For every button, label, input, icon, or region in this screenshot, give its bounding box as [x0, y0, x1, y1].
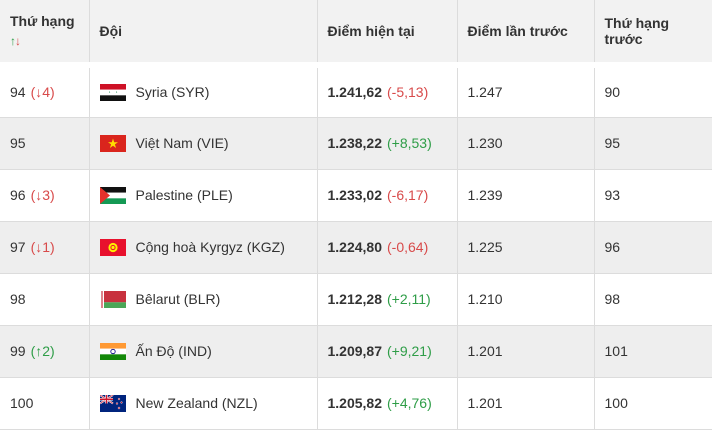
- table-row[interactable]: 96 (↓3) Palestine (PLE) 1.233,02 (-6,17) 1.23…: [0, 169, 712, 222]
- rank-change: (↑2): [30, 343, 55, 359]
- prev-rank-cell: 90: [594, 62, 712, 118]
- table-row[interactable]: 95 Việt Nam (VIE) 1.238,22 (+8,53) 1.230 95: [0, 117, 712, 170]
- team-name[interactable]: Syria (SYR): [135, 84, 210, 101]
- points-cell: 1.241,62 (-5,13): [317, 62, 458, 118]
- points-cell: 1.205,82 (+4,76): [317, 377, 458, 430]
- prev-rank-cell: 101: [594, 325, 712, 378]
- rank-cell: 94 (↓4): [0, 62, 90, 118]
- rank-value: 97: [10, 239, 26, 255]
- rank-cell: 97 (↓1): [0, 221, 90, 274]
- points-cell: 1.212,28 (+2,11): [317, 273, 458, 326]
- team-cell[interactable]: Ấn Độ (IND): [89, 325, 318, 378]
- team-cell[interactable]: Palestine (PLE): [89, 169, 318, 222]
- points-delta: (-5,13): [387, 84, 429, 101]
- sort-arrows-icon[interactable]: ↑↓: [10, 34, 21, 48]
- prev-points-cell: 1.201: [457, 377, 595, 430]
- prev-rank-cell: 93: [594, 169, 712, 222]
- syria-flag-icon: [99, 83, 126, 101]
- prev-points-cell: 1.230: [457, 117, 595, 170]
- team-cell[interactable]: Cộng hoà Kyrgyz (KGZ): [89, 221, 318, 274]
- rank-column-header[interactable]: Thứ hạng ↑↓: [0, 0, 90, 65]
- rank-value: 96: [10, 187, 26, 203]
- table-row[interactable]: 98 Bêlarut (BLR) 1.212,28 (+2,11) 1.210 98: [0, 273, 712, 326]
- palestine-flag-icon: [99, 186, 126, 204]
- rank-value: 98: [10, 291, 26, 307]
- points-cell: 1.233,02 (-6,17): [317, 169, 458, 222]
- points-value: 1.212,28: [327, 291, 383, 307]
- points-delta: (+4,76): [387, 395, 432, 411]
- points-value: 1.205,82: [327, 395, 383, 411]
- team-column-header[interactable]: Đội: [89, 0, 318, 65]
- prev-points-cell: 1.225: [457, 221, 595, 274]
- rank-value: 95: [10, 135, 26, 151]
- points-column-header[interactable]: Điểm hiện tại: [317, 0, 458, 65]
- vietnam-flag-icon: [99, 134, 126, 152]
- rank-value: 99: [10, 343, 26, 359]
- table-header-row: Thứ hạng ↑↓ Đội Điểm hiện tại Điểm lần t…: [0, 0, 712, 65]
- points-cell: 1.209,87 (+9,21): [317, 325, 458, 378]
- team-name[interactable]: Ấn Độ (IND): [135, 343, 212, 359]
- points-delta: (+2,11): [387, 291, 431, 307]
- rank-cell: 96 (↓3): [0, 169, 90, 222]
- team-cell[interactable]: New Zealand (NZL): [89, 377, 318, 430]
- team-name[interactable]: Palestine (PLE): [135, 187, 233, 203]
- points-value: 1.233,02: [327, 187, 383, 203]
- prev-rank-column-header[interactable]: Thứ hạng trước: [604, 15, 670, 47]
- new-zealand-flag-icon: [99, 393, 126, 412]
- team-cell[interactable]: Bêlarut (BLR): [89, 273, 318, 326]
- points-value: 1.238,22: [327, 135, 383, 151]
- prev-points-cell: 1.201: [457, 325, 595, 378]
- team-name[interactable]: Bêlarut (BLR): [135, 291, 221, 307]
- rank-cell: 99 (↑2): [0, 325, 90, 378]
- table-row[interactable]: 97 (↓1) Cộng hoà Kyrgyz (KGZ) 1.224,80 (-0,6…: [0, 221, 712, 274]
- table-row[interactable]: 94 (↓4) Syria (SYR) 1.241,62 (-5,13) 1.247 90: [0, 62, 712, 118]
- belarus-flag-icon: [99, 290, 126, 308]
- prev-rank-cell: 96: [594, 221, 712, 274]
- points-cell: 1.224,80 (-0,64): [317, 221, 458, 274]
- rank-value: 94: [10, 84, 26, 101]
- table-row[interactable]: 100 New Zealand (NZL) 1.205,82 (+4,76) 1.201…: [0, 377, 712, 430]
- rank-change: (↓3): [30, 187, 55, 203]
- india-flag-icon: [99, 342, 126, 360]
- points-cell: 1.238,22 (+8,53): [317, 117, 458, 170]
- points-delta: (-0,64): [387, 239, 429, 255]
- kyrgyzstan-flag-icon: [99, 238, 126, 256]
- team-cell[interactable]: Syria (SYR): [89, 62, 318, 118]
- rank-value: 100: [10, 395, 34, 411]
- team-name[interactable]: Việt Nam (VIE): [135, 135, 229, 151]
- prev-rank-cell: 98: [594, 273, 712, 326]
- points-value: 1.241,62: [327, 84, 383, 101]
- prev-points-column-header[interactable]: Điểm lần trước: [457, 0, 595, 65]
- prev-points-cell: 1.247: [457, 62, 595, 118]
- points-value: 1.209,87: [327, 343, 383, 359]
- team-name[interactable]: New Zealand (NZL): [135, 395, 258, 411]
- points-delta: (-6,17): [387, 187, 429, 203]
- points-delta: (+9,21): [387, 343, 432, 359]
- points-delta: (+8,53): [387, 135, 432, 151]
- points-value: 1.224,80: [327, 239, 383, 255]
- team-cell[interactable]: Việt Nam (VIE): [89, 117, 318, 170]
- rank-change: (↓1): [30, 239, 55, 255]
- rank-cell: 98: [0, 273, 90, 326]
- rank-header-label: Thứ hạng: [10, 13, 75, 29]
- prev-rank-cell: 100: [594, 377, 712, 430]
- rank-cell: 95: [0, 117, 90, 170]
- rank-cell: 100: [0, 377, 90, 430]
- prev-points-cell: 1.210: [457, 273, 595, 326]
- prev-rank-cell: 95: [594, 117, 712, 170]
- rank-change: (↓4): [30, 84, 55, 101]
- team-name[interactable]: Cộng hoà Kyrgyz (KGZ): [135, 239, 285, 255]
- prev-points-cell: 1.239: [457, 169, 595, 222]
- table-row[interactable]: 99 (↑2) Ấn Độ (IND) 1.209,87 (+9,21) 1.201 101: [0, 325, 712, 378]
